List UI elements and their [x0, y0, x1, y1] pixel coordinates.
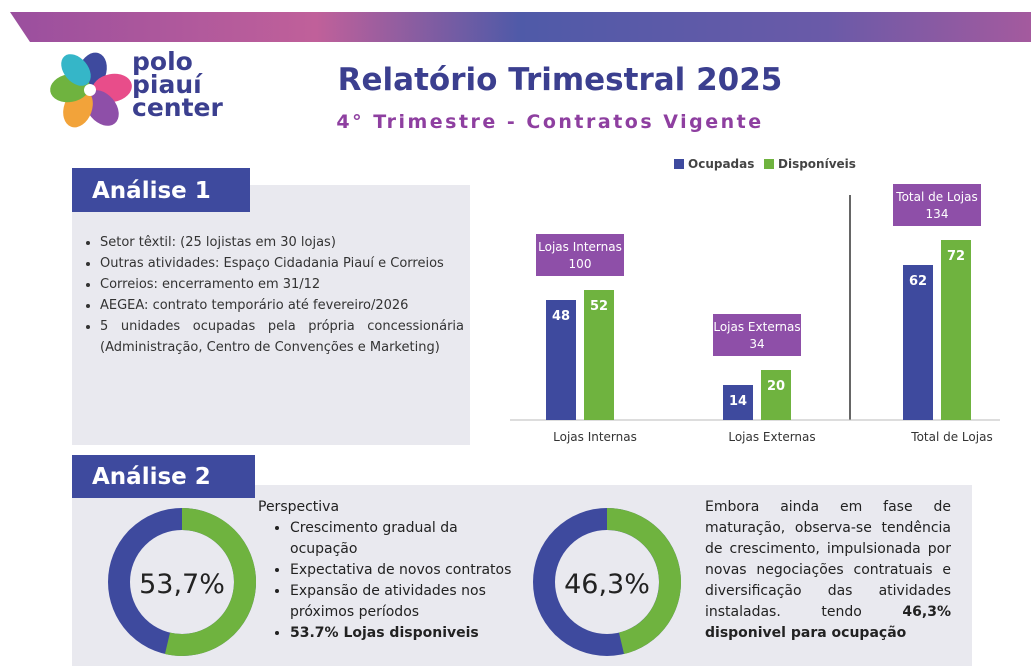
bullet: 5 unidades ocupadas pela própria concess… [100, 316, 464, 358]
bullet: Expansão de atividades nos próximos perí… [290, 581, 528, 623]
legend-swatch [764, 159, 774, 169]
perspective: Perspectiva Crescimento gradual da ocupa… [258, 497, 528, 644]
x-tick-label: Lojas Externas [728, 430, 815, 444]
bar [723, 385, 753, 420]
data-label: 62 [909, 274, 927, 289]
annotation-label: Lojas Externas [713, 320, 800, 334]
bar [761, 370, 791, 420]
bar-chart: Ocupadas Disponíveis 48 52 Lojas Internas Loj… [536, 157, 993, 444]
logo-text: polo [132, 47, 193, 76]
logo-icon [50, 52, 132, 128]
legend-swatch [674, 159, 684, 169]
annotation-box [713, 314, 801, 356]
legend-label: Ocupadas [688, 157, 754, 171]
annotation-box [893, 184, 981, 226]
panel [72, 185, 470, 445]
logo-text: piauí [132, 70, 203, 99]
bar [903, 265, 933, 420]
annotation-box [536, 234, 624, 276]
subtitle: 4° Trimestre - Contratos Vigente [336, 111, 763, 133]
x-tick-label: Lojas Internas [553, 430, 637, 444]
text: Embora ainda em fase de maturação, obser… [705, 499, 951, 620]
legend-label: Disponíveis [778, 157, 856, 171]
bullet: Expectativa de novos contratos [290, 560, 528, 581]
annotation-label: Total de Lojas [895, 190, 977, 204]
donut-label: 46,3% [564, 569, 650, 600]
bullet: Correios: encerramento em 31/12 [100, 274, 464, 295]
title: Relatório Trimestral 2025 [338, 62, 783, 98]
x-tick-label: Total de Lojas [910, 430, 992, 444]
bullets: Setor têxtil: (25 lojistas em 30 lojas)O… [84, 232, 464, 358]
paragraph: Embora ainda em fase de maturação, obser… [705, 497, 951, 644]
bullet-list: Setor têxtil: (25 lojistas em 30 lojas)O… [84, 232, 464, 358]
section-tab [72, 455, 255, 498]
bold-text: 46,3% disponivel para ocupação [705, 604, 951, 641]
data-label: 48 [552, 309, 570, 324]
donut-segment [164, 508, 256, 656]
data-label: 52 [590, 299, 608, 314]
annotation-value: 100 [569, 257, 592, 271]
section-title: Análise 1 [92, 178, 211, 204]
bar [584, 290, 614, 420]
bullet: AEGEA: contrato temporário até fevereiro… [100, 295, 464, 316]
heading: Perspectiva [258, 499, 340, 515]
logo-text: center [132, 93, 223, 122]
bullet: Outras atividades: Espaço Cidadania Piau… [100, 253, 464, 274]
donut-segment [606, 508, 681, 655]
bullet: Crescimento gradual da ocupação [290, 518, 528, 560]
annotation-value: 34 [749, 337, 764, 351]
annotation-value: 134 [926, 207, 949, 221]
bullet-list: Crescimento gradual da ocupaçãoExpectati… [258, 518, 528, 644]
bullet: 53.7% Lojas disponiveis [290, 623, 528, 644]
data-label: 14 [729, 394, 747, 409]
bar [546, 300, 576, 420]
annotation-label: Lojas Internas [538, 240, 622, 254]
donut-label: 53,7% [139, 569, 225, 600]
bar [941, 240, 971, 420]
data-label: 20 [767, 379, 785, 394]
section-tab [72, 168, 250, 212]
data-label: 72 [947, 249, 965, 264]
bullet: Setor têxtil: (25 lojistas em 30 lojas) [100, 232, 464, 253]
top-banner [10, 12, 1031, 42]
section-title: Análise 2 [92, 464, 211, 490]
